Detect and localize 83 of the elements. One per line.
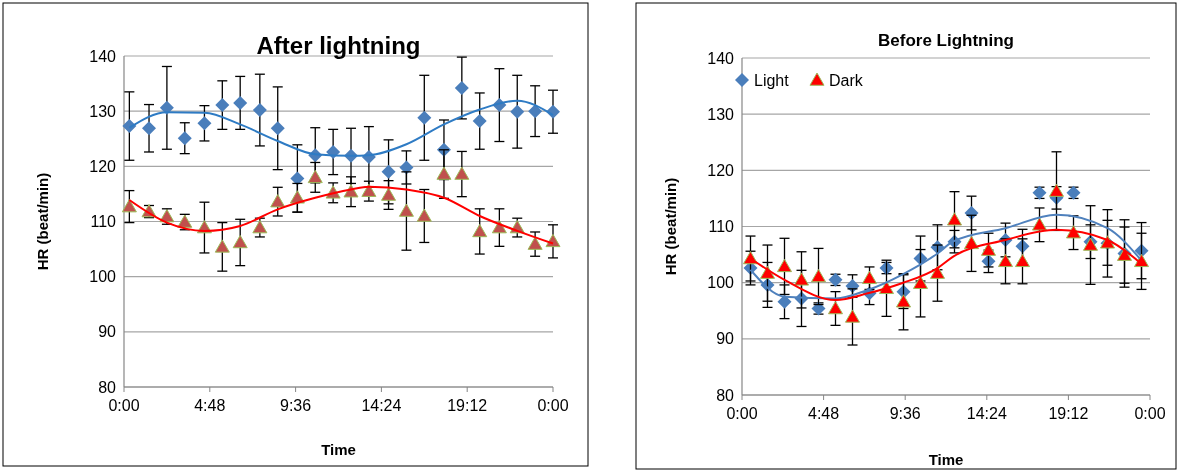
x-tick-label: 4:48 — [808, 405, 840, 422]
y-tick-label: 110 — [708, 218, 735, 236]
point — [214, 239, 230, 253]
point — [794, 272, 809, 286]
point — [454, 166, 470, 180]
x-tick-label: 9:36 — [889, 405, 921, 422]
x-axis-title: Time — [928, 451, 964, 468]
point — [472, 114, 487, 129]
point — [930, 265, 945, 279]
point — [252, 103, 267, 118]
x-tick-label: 4:48 — [194, 397, 226, 414]
point — [862, 270, 877, 284]
y-axis-title: HR (beat/min) — [662, 177, 679, 276]
point — [417, 110, 432, 125]
point — [491, 220, 507, 234]
point — [232, 234, 248, 249]
point — [381, 164, 396, 179]
point — [1066, 225, 1081, 239]
y-tick-label: 140 — [707, 49, 735, 67]
point — [947, 212, 962, 226]
point — [760, 265, 775, 279]
point — [1032, 217, 1047, 231]
x-tick-label: 19:12 — [447, 397, 488, 414]
point — [416, 208, 432, 222]
point — [913, 275, 928, 289]
point — [361, 183, 377, 197]
point — [896, 294, 911, 308]
y-tick-label: 130 — [89, 102, 117, 120]
point — [270, 121, 285, 136]
x-tick-label: 9:36 — [280, 397, 312, 414]
point — [252, 220, 268, 234]
point — [121, 199, 137, 213]
y-tick-label: 80 — [98, 378, 117, 396]
point — [270, 194, 286, 208]
y-tick-label: 120 — [707, 161, 735, 179]
point — [777, 258, 792, 273]
point — [828, 301, 843, 315]
point — [545, 233, 561, 248]
point — [510, 104, 525, 119]
point — [1049, 183, 1064, 197]
y-tick-label: 100 — [89, 268, 117, 286]
chart-title: After lightning — [256, 32, 421, 59]
point — [1015, 253, 1030, 268]
y-tick-label: 90 — [716, 330, 735, 348]
point — [528, 104, 543, 119]
point — [177, 131, 192, 146]
chart-title: Before Lightning — [878, 31, 1014, 50]
y-tick-label: 90 — [98, 323, 117, 341]
point — [436, 166, 452, 180]
point — [1134, 253, 1149, 268]
x-tick-label: 0:00 — [537, 397, 569, 414]
legend-label: Light — [754, 71, 790, 89]
point — [998, 253, 1013, 268]
point — [398, 203, 414, 217]
legend-label: Dark — [829, 71, 864, 89]
point — [197, 116, 212, 131]
y-tick-label: 120 — [89, 157, 117, 175]
y-tick-label: 140 — [89, 47, 117, 65]
point — [845, 309, 860, 323]
x-tick-label: 14:24 — [966, 405, 1007, 422]
point — [215, 98, 230, 113]
y-tick-label: 130 — [707, 105, 735, 123]
x-tick-label: 0:00 — [1134, 405, 1166, 422]
point — [454, 81, 469, 95]
point — [233, 95, 248, 110]
y-axis-title: HR (beat/min) — [34, 172, 51, 271]
y-tick-label: 110 — [90, 213, 117, 231]
point — [290, 171, 305, 186]
point — [981, 242, 996, 256]
point — [777, 294, 792, 309]
point — [472, 223, 488, 238]
x-tick-label: 14:24 — [361, 397, 402, 414]
x-axis-title: Time — [321, 441, 356, 458]
point — [527, 236, 543, 250]
y-tick-label: 80 — [716, 386, 735, 404]
point — [307, 169, 323, 184]
x-tick-label: 0:00 — [726, 405, 758, 422]
y-tick-label: 100 — [707, 274, 735, 292]
x-tick-label: 19:12 — [1048, 405, 1089, 422]
point — [811, 268, 826, 283]
point — [381, 187, 397, 201]
point — [142, 121, 157, 136]
x-tick-label: 0:00 — [108, 397, 140, 414]
